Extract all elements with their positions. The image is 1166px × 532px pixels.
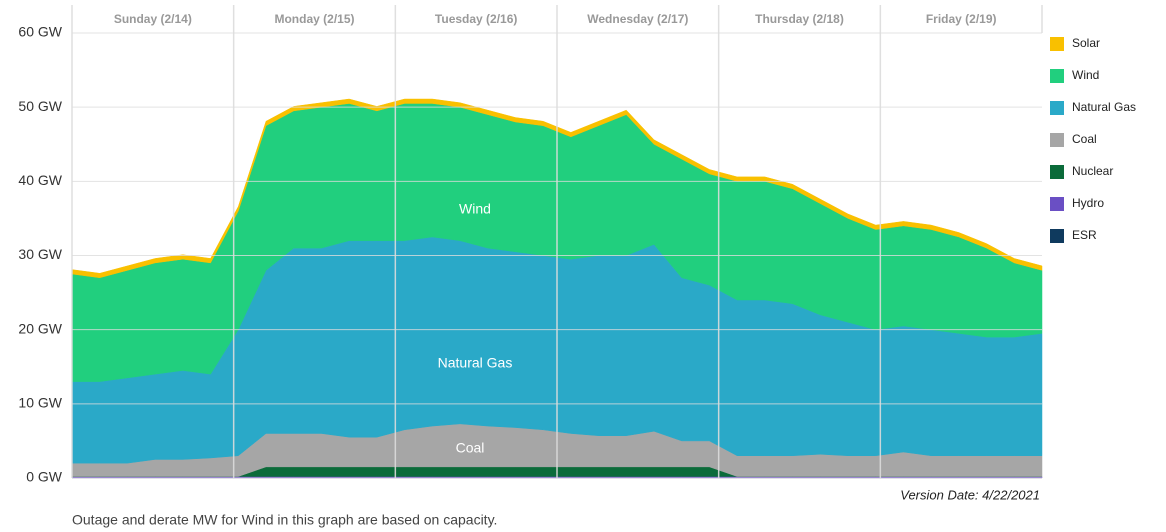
y-tick-label: 40 GW: [18, 172, 62, 188]
legend-label: Solar: [1072, 36, 1100, 50]
x-tick-label: Monday (2/15): [274, 12, 354, 26]
legend-swatch: [1050, 133, 1064, 147]
annotation: Natural Gas: [438, 355, 513, 371]
y-tick-label: 0 GW: [26, 469, 63, 485]
x-tick-label: Friday (2/19): [926, 12, 997, 26]
footnote: Outage and derate MW for Wind in this gr…: [72, 512, 497, 528]
annotation: Wind: [459, 201, 491, 217]
y-tick-label: 10 GW: [18, 395, 62, 411]
legend-label: Natural Gas: [1072, 100, 1136, 114]
legend-swatch: [1050, 229, 1064, 243]
area: [71, 98, 1043, 279]
legend-label: ESR: [1072, 228, 1097, 242]
legend-label: Hydro: [1072, 196, 1104, 210]
x-tick-label: Thursday (2/18): [755, 12, 844, 26]
legend-label: Wind: [1072, 68, 1099, 82]
y-tick-label: 50 GW: [18, 98, 62, 114]
y-tick-label: 30 GW: [18, 246, 62, 262]
legend-swatch: [1050, 69, 1064, 83]
x-tick-label: Sunday (2/14): [114, 12, 192, 26]
legend-swatch: [1050, 37, 1064, 51]
y-tick-label: 20 GW: [18, 320, 62, 336]
legend-swatch: [1050, 197, 1064, 211]
version-date: Version Date: 4/22/2021: [900, 487, 1040, 502]
legend-swatch: [1050, 101, 1064, 115]
x-tick-label: Tuesday (2/16): [435, 12, 517, 26]
legend-swatch: [1050, 165, 1064, 179]
legend-label: Nuclear: [1072, 164, 1113, 178]
legend-label: Coal: [1072, 132, 1097, 146]
x-tick-label: Wednesday (2/17): [587, 12, 688, 26]
annotation: Coal: [456, 440, 485, 456]
y-tick-label: 60 GW: [18, 24, 62, 40]
